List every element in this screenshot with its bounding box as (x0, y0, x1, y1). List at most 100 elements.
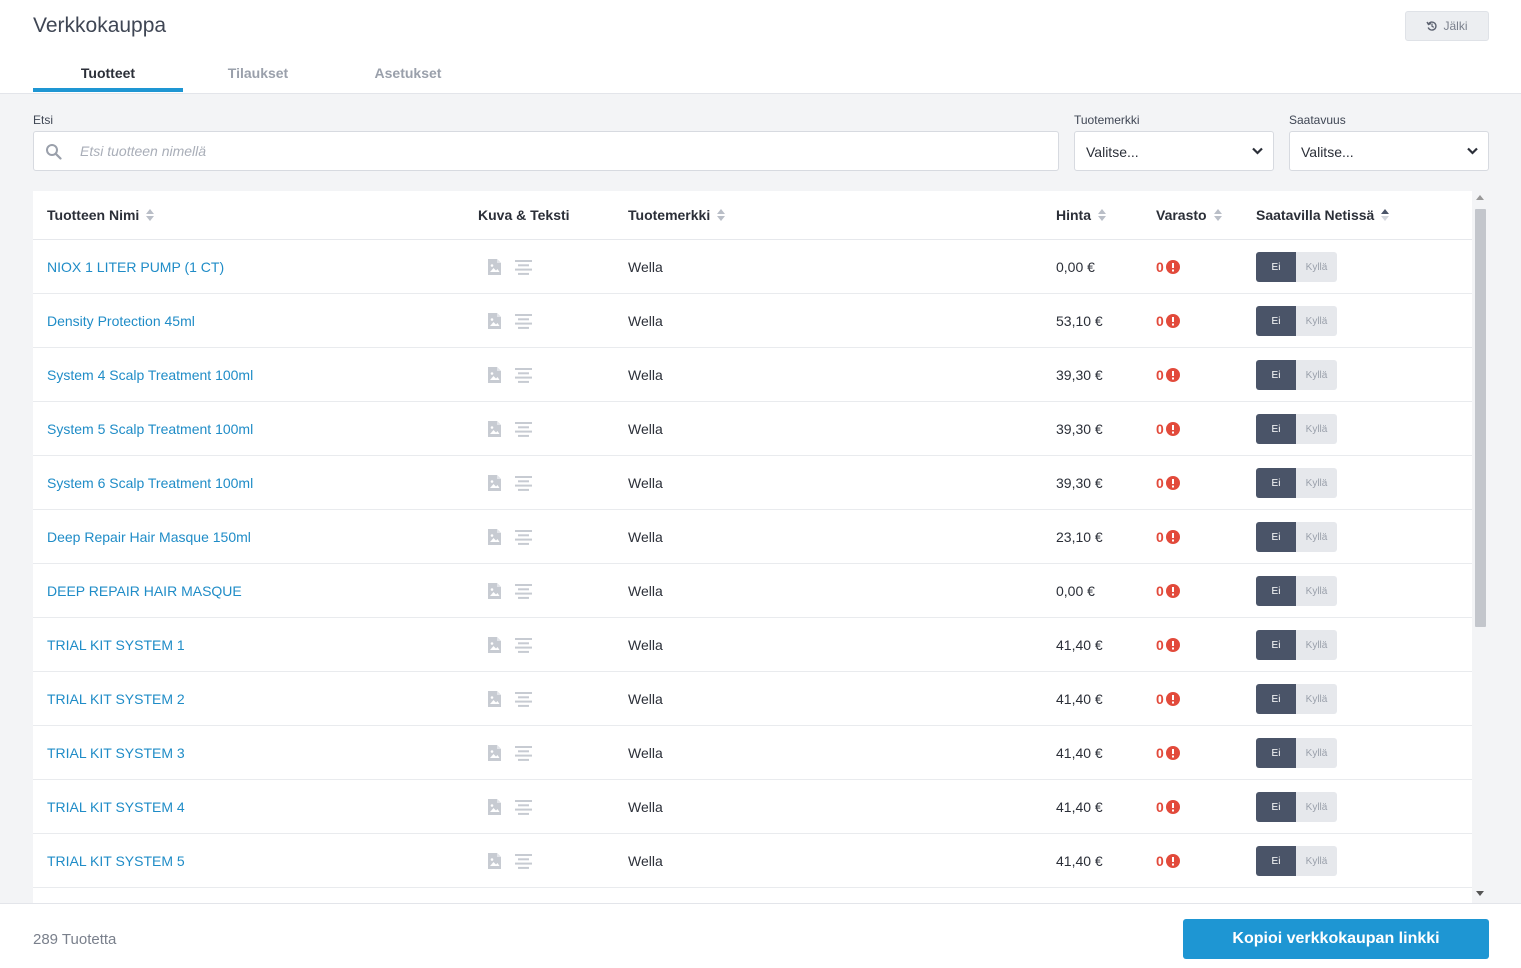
toggle-option-yes[interactable]: Kyllä (1296, 414, 1337, 444)
image-icon[interactable] (486, 582, 503, 600)
toggle-option-no[interactable]: Ei (1256, 738, 1296, 768)
product-name-link[interactable]: System 5 Scalp Treatment 100ml (47, 421, 254, 437)
toggle-option-no[interactable]: Ei (1256, 360, 1296, 390)
search-input[interactable] (80, 132, 1050, 170)
image-icon[interactable] (486, 852, 503, 870)
toggle-option-yes[interactable]: Kyllä (1296, 252, 1337, 282)
product-name-link[interactable]: TRIAL KIT SYSTEM 2 (47, 691, 185, 707)
toggle-option-yes[interactable]: Kyllä (1296, 684, 1337, 714)
column-header-brand[interactable]: Tuotemerkki (628, 207, 726, 223)
tab-products[interactable]: Tuotteet (33, 54, 183, 92)
image-icon[interactable] (486, 798, 503, 816)
scroll-up-arrow-icon[interactable] (1476, 195, 1484, 200)
image-icon[interactable] (486, 528, 503, 546)
media-cell (486, 780, 532, 834)
alert-icon (1165, 422, 1180, 436)
product-name-link[interactable]: Deep Repair Hair Masque 150ml (47, 529, 251, 545)
product-brand: Wella (628, 313, 663, 329)
text-lines-icon[interactable] (515, 852, 532, 870)
alert-icon (1165, 854, 1180, 868)
product-name-link[interactable]: TRIAL KIT SYSTEM 3 (47, 745, 185, 761)
image-icon[interactable] (486, 474, 503, 492)
column-header-name[interactable]: Tuotteen Nimi (47, 207, 155, 223)
text-lines-icon[interactable] (515, 474, 532, 492)
toggle-option-no[interactable]: Ei (1256, 468, 1296, 498)
online-availability-toggle[interactable]: Ei Kyllä (1256, 252, 1337, 282)
table-scrollbar[interactable] (1472, 191, 1489, 903)
product-name-link[interactable]: TRIAL KIT SYSTEM 5 (47, 853, 185, 869)
toggle-option-yes[interactable]: Kyllä (1296, 306, 1337, 336)
product-name-link[interactable]: TRIAL KIT SYSTEM 4 (47, 799, 185, 815)
toggle-option-no[interactable]: Ei (1256, 306, 1296, 336)
tab-orders[interactable]: Tilaukset (227, 65, 289, 81)
toggle-option-no[interactable]: Ei (1256, 576, 1296, 606)
online-availability-toggle[interactable]: Ei Kyllä (1256, 414, 1337, 444)
text-lines-icon[interactable] (515, 690, 532, 708)
tab-settings[interactable]: Asetukset (374, 65, 442, 81)
toggle-option-yes[interactable]: Kyllä (1296, 468, 1337, 498)
online-availability-toggle[interactable]: Ei Kyllä (1256, 306, 1337, 336)
online-availability-toggle[interactable]: Ei Kyllä (1256, 522, 1337, 552)
image-icon[interactable] (486, 636, 503, 654)
product-brand: Wella (628, 475, 663, 491)
toggle-option-yes[interactable]: Kyllä (1296, 738, 1337, 768)
history-button[interactable]: Jälki (1405, 11, 1489, 41)
column-header-stock[interactable]: Varasto (1156, 207, 1222, 223)
scroll-down-arrow-icon[interactable] (1476, 891, 1484, 896)
product-name-link[interactable]: TRIAL KIT SYSTEM 1 (47, 637, 185, 653)
table-row: System 4 Scalp Treatment 100ml Wella 39,30… (33, 348, 1472, 402)
product-name-link[interactable]: Density Protection 45ml (47, 313, 195, 329)
toggle-option-no[interactable]: Ei (1256, 846, 1296, 876)
scroll-thumb[interactable] (1475, 209, 1486, 627)
text-lines-icon[interactable] (515, 312, 532, 330)
online-availability-toggle[interactable]: Ei Kyllä (1256, 576, 1337, 606)
toggle-option-no[interactable]: Ei (1256, 522, 1296, 552)
toggle-option-no[interactable]: Ei (1256, 414, 1296, 444)
image-icon[interactable] (486, 744, 503, 762)
image-icon[interactable] (486, 366, 503, 384)
product-name-link[interactable]: System 6 Scalp Treatment 100ml (47, 475, 254, 491)
image-icon[interactable] (486, 420, 503, 438)
toggle-option-no[interactable]: Ei (1256, 630, 1296, 660)
product-name-link[interactable]: DEEP REPAIR HAIR MASQUE (47, 583, 242, 599)
text-lines-icon[interactable] (515, 798, 532, 816)
toggle-option-yes[interactable]: Kyllä (1296, 522, 1337, 552)
toggle-option-yes[interactable]: Kyllä (1296, 360, 1337, 390)
toggle-option-yes[interactable]: Kyllä (1296, 576, 1337, 606)
image-icon[interactable] (486, 690, 503, 708)
search-field[interactable] (33, 131, 1059, 171)
toggle-option-yes[interactable]: Kyllä (1296, 846, 1337, 876)
toggle-option-yes[interactable]: Kyllä (1296, 792, 1337, 822)
text-lines-icon[interactable] (515, 744, 532, 762)
text-lines-icon[interactable] (515, 420, 532, 438)
text-lines-icon[interactable] (515, 528, 532, 546)
product-stock: 0 (1156, 294, 1180, 348)
image-icon[interactable] (486, 258, 503, 276)
copy-shop-link-button[interactable]: Kopioi verkkokaupan linkki (1183, 919, 1489, 959)
online-availability-toggle[interactable]: Ei Kyllä (1256, 684, 1337, 714)
online-availability-toggle[interactable]: Ei Kyllä (1256, 738, 1337, 768)
online-availability-toggle[interactable]: Ei Kyllä (1256, 846, 1337, 876)
media-cell (486, 834, 532, 888)
online-availability-toggle[interactable]: Ei Kyllä (1256, 360, 1337, 390)
product-name-link[interactable]: System 4 Scalp Treatment 100ml (47, 367, 254, 383)
brand-select[interactable]: Valitse... (1074, 131, 1274, 171)
online-availability-toggle[interactable]: Ei Kyllä (1256, 468, 1337, 498)
image-icon[interactable] (486, 312, 503, 330)
product-name-link[interactable]: NIOX 1 LITER PUMP (1 CT) (47, 259, 225, 275)
online-availability-toggle[interactable]: Ei Kyllä (1256, 630, 1337, 660)
text-lines-icon[interactable] (515, 636, 532, 654)
stock-value: 0 (1156, 313, 1164, 329)
column-header-price[interactable]: Hinta (1056, 207, 1106, 223)
text-lines-icon[interactable] (515, 366, 532, 384)
text-lines-icon[interactable] (515, 582, 532, 600)
media-cell (486, 402, 532, 456)
online-availability-toggle[interactable]: Ei Kyllä (1256, 792, 1337, 822)
toggle-option-no[interactable]: Ei (1256, 684, 1296, 714)
column-header-online[interactable]: Saatavilla Netissä (1256, 207, 1390, 223)
toggle-option-no[interactable]: Ei (1256, 792, 1296, 822)
toggle-option-yes[interactable]: Kyllä (1296, 630, 1337, 660)
text-lines-icon[interactable] (515, 258, 532, 276)
toggle-option-no[interactable]: Ei (1256, 252, 1296, 282)
availability-select[interactable]: Valitse... (1289, 131, 1489, 171)
